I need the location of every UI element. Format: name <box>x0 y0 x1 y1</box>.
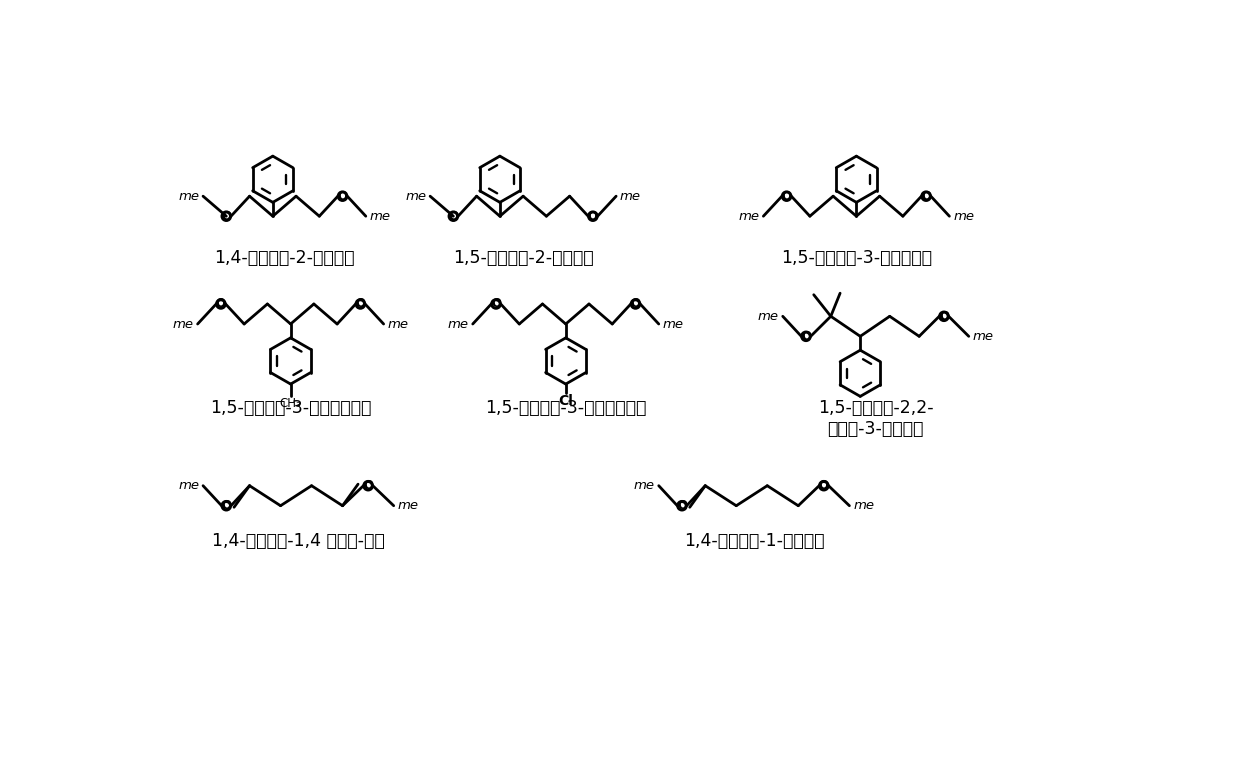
Text: O: O <box>221 210 232 222</box>
Text: Cl: Cl <box>558 394 573 408</box>
Text: O: O <box>939 310 949 323</box>
Text: me: me <box>405 190 427 203</box>
Text: me: me <box>179 479 200 492</box>
Text: me: me <box>739 210 759 222</box>
Text: O: O <box>921 190 931 203</box>
Text: 1,5-二甲氧基-3-苯基戊烷，: 1,5-二甲氧基-3-苯基戊烷， <box>781 250 932 267</box>
Text: me: me <box>387 318 408 330</box>
Text: 1,4-二甲氧基-2-苯基丁烷: 1,4-二甲氧基-2-苯基丁烷 <box>215 250 355 267</box>
Text: me: me <box>370 210 391 222</box>
Text: me: me <box>853 499 874 512</box>
Text: me: me <box>179 190 200 203</box>
Text: O: O <box>781 190 791 203</box>
Text: me: me <box>972 330 993 343</box>
Text: me: me <box>662 318 683 330</box>
Text: 1,5-二甲氧基-2-苯基戊烷: 1,5-二甲氧基-2-苯基戊烷 <box>453 250 594 267</box>
Text: O: O <box>491 298 501 311</box>
Text: 二甲基-3-苯基戊烷: 二甲基-3-苯基戊烷 <box>827 420 924 438</box>
Text: O: O <box>363 479 373 492</box>
Text: CH₃: CH₃ <box>280 397 301 410</box>
Text: me: me <box>620 190 641 203</box>
Text: me: me <box>634 479 655 492</box>
Text: me: me <box>172 318 193 330</box>
Text: O: O <box>216 298 226 311</box>
Text: 1,4-二甲氧基-1,4 二甲基-丁烷: 1,4-二甲氧基-1,4 二甲基-丁烷 <box>212 532 384 550</box>
Text: 1,5-二甲氧基-3-对甲苯基戊烷: 1,5-二甲氧基-3-对甲苯基戊烷 <box>210 398 371 417</box>
Text: 1,5-二甲氧基-3-对氯苯基戊烷: 1,5-二甲氧基-3-对氯苯基戊烷 <box>485 398 646 417</box>
Text: 1,5-二甲氧基-2,2-: 1,5-二甲氧基-2,2- <box>818 398 934 417</box>
Text: me: me <box>758 310 779 323</box>
Text: O: O <box>801 330 811 343</box>
Text: me: me <box>954 210 975 222</box>
Text: O: O <box>818 479 828 492</box>
Text: O: O <box>630 298 641 311</box>
Text: 1,4-二甲氧基-1-甲基丁烷: 1,4-二甲氧基-1-甲基丁烷 <box>683 532 825 550</box>
Text: O: O <box>337 190 347 203</box>
Text: me: me <box>398 499 419 512</box>
Text: O: O <box>677 499 687 512</box>
Text: O: O <box>356 298 366 311</box>
Text: me: me <box>448 318 469 330</box>
Text: O: O <box>221 499 232 512</box>
Text: O: O <box>449 210 459 222</box>
Text: O: O <box>588 210 598 222</box>
